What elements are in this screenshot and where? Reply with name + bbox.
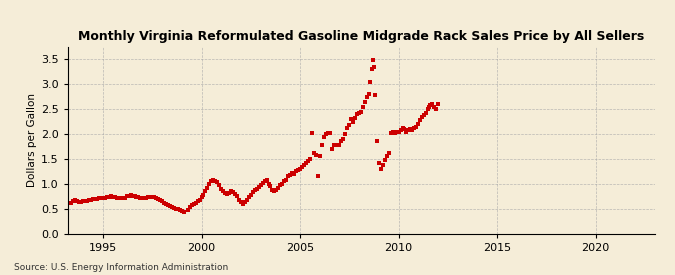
Text: Source: U.S. Energy Information Administration: Source: U.S. Energy Information Administ… xyxy=(14,263,227,272)
Y-axis label: Dollars per Gallon: Dollars per Gallon xyxy=(26,93,36,187)
Title: Monthly Virginia Reformulated Gasoline Midgrade Rack Sales Price by All Sellers: Monthly Virginia Reformulated Gasoline M… xyxy=(78,30,644,43)
